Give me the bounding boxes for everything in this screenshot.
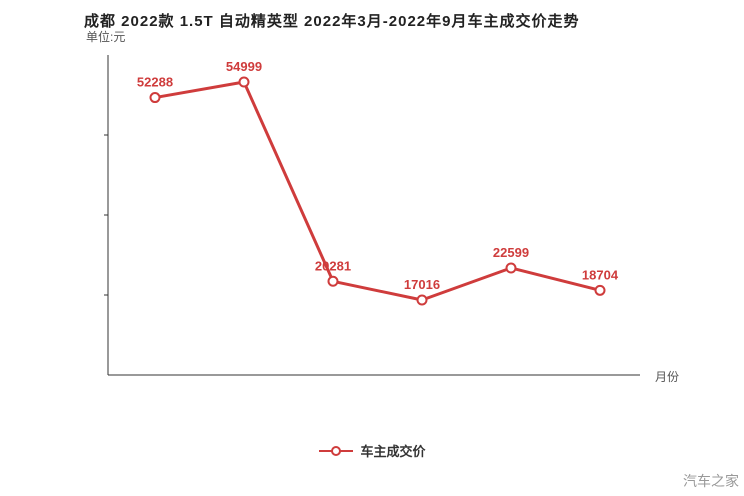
data-point xyxy=(594,284,606,296)
data-point-value-label: 54999 xyxy=(226,59,262,74)
data-point xyxy=(327,275,339,287)
price-line-series xyxy=(154,80,601,302)
data-point-value-label: 20281 xyxy=(315,258,351,273)
legend: 车主成交价 xyxy=(0,441,744,460)
data-point xyxy=(149,92,161,104)
legend-line-marker-icon xyxy=(319,445,354,456)
y-axis-unit-label: 单位:元 xyxy=(86,30,126,44)
data-point-value-label: 52288 xyxy=(137,75,173,90)
data-point-value-label: 18704 xyxy=(582,267,619,282)
x-axis-label: 月份 xyxy=(655,370,680,384)
data-point-value-label: 22599 xyxy=(493,245,529,260)
data-point-value-label: 17016 xyxy=(404,277,440,292)
legend-item-owner-price[interactable]: 车主成交价 xyxy=(318,441,426,460)
data-point xyxy=(238,76,250,88)
data-point xyxy=(416,294,428,306)
chart-title: 成都 2022款 1.5T 自动精英型 2022年3月-2022年9月车主成交价… xyxy=(84,13,580,30)
data-point xyxy=(505,262,517,274)
watermark-logo: 汽车之家 xyxy=(683,473,739,489)
legend-label: 车主成交价 xyxy=(360,444,426,459)
